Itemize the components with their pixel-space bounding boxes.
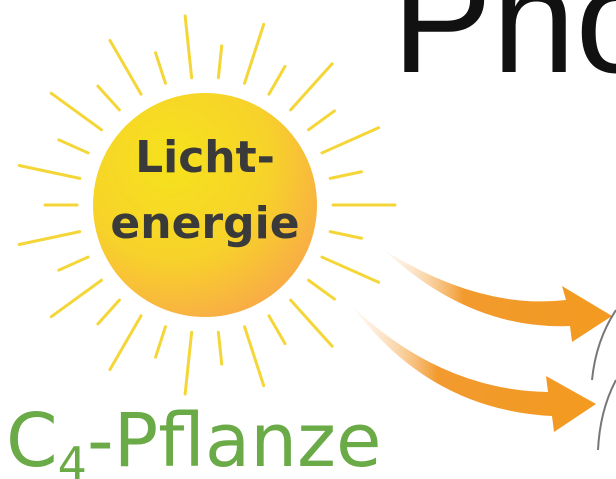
plant-label: C4-Pflanze xyxy=(6,398,382,479)
sun-ray xyxy=(156,327,166,357)
sun-ray xyxy=(322,257,379,282)
sun-ray xyxy=(59,257,88,270)
sun-ray xyxy=(185,332,191,394)
sun-ray xyxy=(291,64,332,110)
sun-ray xyxy=(156,53,166,83)
sun-ray xyxy=(98,86,119,110)
sun-ray xyxy=(322,128,379,153)
sun-ray xyxy=(185,16,191,78)
sun-ray xyxy=(218,332,221,364)
sun-ray xyxy=(110,40,141,94)
sun-line: Licht- xyxy=(135,132,275,183)
heading: Pho xyxy=(392,0,616,104)
sun-ray xyxy=(309,111,335,130)
sun-ray xyxy=(291,300,332,346)
sun-ray xyxy=(19,165,80,178)
sun-ray xyxy=(51,280,101,316)
label-base: C xyxy=(6,398,58,479)
leaf-stroke xyxy=(592,310,616,450)
sun-ray xyxy=(269,316,285,344)
illustration: Licht- energie Pho C4-Pflanze xyxy=(0,0,616,479)
sun-ray xyxy=(218,46,221,78)
sun-ray xyxy=(330,232,361,239)
sun-ray xyxy=(330,172,361,179)
label-rest: -Pflanze xyxy=(87,398,382,479)
sun-ray xyxy=(59,140,88,153)
sun-ray xyxy=(309,280,335,299)
sun-ray xyxy=(245,327,264,386)
sun-line: energie xyxy=(110,198,299,249)
sun-ray xyxy=(269,66,285,94)
sun-ray xyxy=(245,24,264,83)
label-subscript: 4 xyxy=(58,437,87,479)
sun-ray xyxy=(51,93,101,129)
arrow xyxy=(384,250,612,342)
sun-ray xyxy=(98,300,119,324)
sun-ray xyxy=(19,232,80,245)
sun-ray xyxy=(110,316,141,370)
